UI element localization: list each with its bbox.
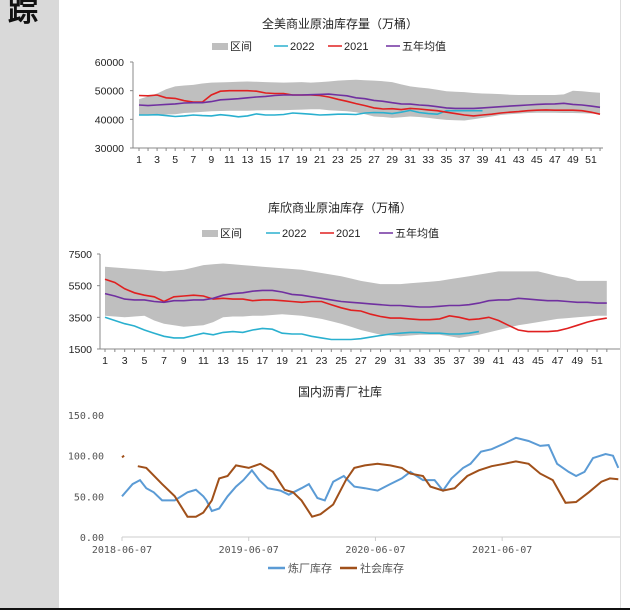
y-tick-label: 50.00 (74, 492, 104, 503)
x-tick-label: 49 (571, 355, 583, 367)
y-tick-label: 50000 (95, 86, 124, 98)
x-tick-label: 45 (532, 355, 544, 367)
x-tick-label: 5 (172, 154, 178, 166)
series-line-social (137, 460, 619, 518)
x-tick-label: 3 (122, 355, 128, 367)
x-tick-label: 27 (355, 355, 367, 367)
x-tick-label: 51 (585, 154, 597, 166)
x-tick-label: 13 (242, 154, 254, 166)
x-tick-label: 9 (208, 154, 214, 166)
x-tick-label: 41 (495, 154, 507, 166)
y-tick-label: 40000 (95, 114, 124, 126)
x-tick-label: 3 (154, 154, 160, 166)
x-tick-label: 27 (368, 154, 380, 166)
y-tick-label: 1500 (69, 344, 93, 356)
x-tick-label: 25 (350, 154, 362, 166)
legend-label: 区间 (230, 40, 252, 53)
y-tick-label: 100.00 (68, 452, 104, 463)
x-tick-label: 21 (314, 154, 326, 166)
side-heading: 踪 (8, 0, 38, 29)
x-tick-label: 5 (141, 355, 147, 367)
x-tick-label: 19 (296, 154, 308, 166)
x-tick-label: 41 (493, 355, 505, 367)
series-line-avg (104, 289, 607, 308)
x-tick-label: 33 (414, 355, 426, 367)
x-tick-label: 23 (316, 355, 328, 367)
series-line-avg (138, 93, 601, 110)
chart-title: 全美商业原油库存量（万桶） (262, 16, 418, 31)
x-tick-label: 7 (161, 355, 167, 367)
x-tick-label: 1 (102, 355, 108, 367)
y-tick-label: 3500 (69, 312, 93, 324)
legend-label: 2022 (282, 228, 306, 240)
x-tick-label: 2018-06-07 (92, 545, 152, 556)
x-tick-label: 47 (552, 355, 564, 367)
legend-swatch-band (212, 43, 228, 50)
x-tick-label: 15 (260, 154, 272, 166)
chart-panel-asphalt (60, 376, 620, 598)
legend-label: 五年均值 (402, 39, 446, 53)
x-tick-label: 2020-06-07 (345, 545, 405, 556)
x-tick-label: 47 (549, 154, 561, 166)
x-tick-label: 9 (181, 355, 187, 367)
legend-label: 2022 (290, 41, 314, 53)
x-tick-label: 43 (512, 355, 524, 367)
x-tick-label: 2019-06-07 (219, 545, 279, 556)
x-tick-label: 31 (394, 355, 406, 367)
x-tick-label: 37 (459, 154, 471, 166)
x-tick-label: 43 (513, 154, 525, 166)
x-tick-label: 7 (190, 154, 196, 166)
bottom-divider (0, 608, 630, 610)
y-tick-label: 60000 (95, 57, 124, 69)
series-line-2021 (138, 89, 601, 117)
x-tick-label: 29 (386, 154, 398, 166)
legend-label: 2021 (336, 228, 360, 240)
x-tick-label: 15 (237, 355, 249, 367)
x-tick-label: 33 (422, 154, 434, 166)
x-tick-label: 11 (198, 355, 209, 367)
chart-title: 库欣商业原油库存（万桶） (268, 200, 412, 215)
series-line-refinery (121, 436, 620, 513)
legend-swatch-band (202, 230, 218, 237)
legend-label: 社会库存 (360, 561, 404, 575)
x-tick-label: 35 (441, 154, 453, 166)
y-tick-label: 150.00 (68, 411, 104, 422)
x-tick-label: 25 (335, 355, 347, 367)
page-edge (620, 0, 621, 608)
x-tick-label: 19 (276, 355, 288, 367)
x-tick-label: 17 (257, 355, 269, 367)
x-tick-label: 13 (217, 355, 229, 367)
x-tick-label: 37 (453, 355, 465, 367)
chart-title: 国内沥青厂社库 (298, 384, 382, 399)
legend-label: 炼厂库存 (288, 561, 332, 575)
series-line-2021 (104, 278, 607, 333)
x-tick-label: 51 (591, 355, 603, 367)
x-tick-label: 31 (404, 154, 416, 166)
legend-label: 区间 (220, 227, 242, 240)
series-line-2022 (104, 316, 480, 341)
x-tick-label: 2021-06-07 (472, 545, 532, 556)
y-tick-label: 0.00 (80, 533, 104, 544)
series-line-2022 (139, 109, 483, 118)
x-tick-label: 29 (375, 355, 387, 367)
x-tick-label: 21 (296, 355, 308, 367)
y-tick-label: 7500 (69, 249, 93, 261)
y-tick-label: 5500 (69, 281, 93, 293)
series-line-social-start (121, 454, 125, 459)
x-tick-label: 49 (567, 154, 579, 166)
y-tick-label: 30000 (95, 143, 124, 155)
x-tick-label: 35 (434, 355, 446, 367)
x-tick-label: 17 (278, 154, 290, 166)
x-tick-label: 11 (224, 154, 235, 166)
x-tick-label: 45 (531, 154, 543, 166)
x-tick-label: 23 (332, 154, 344, 166)
x-tick-label: 39 (477, 154, 489, 166)
x-tick-label: 39 (473, 355, 485, 367)
left-sidebar: 踪 (0, 0, 59, 609)
x-tick-label: 1 (136, 154, 142, 166)
legend-label: 五年均值 (395, 226, 439, 240)
legend-label: 2021 (344, 41, 368, 53)
